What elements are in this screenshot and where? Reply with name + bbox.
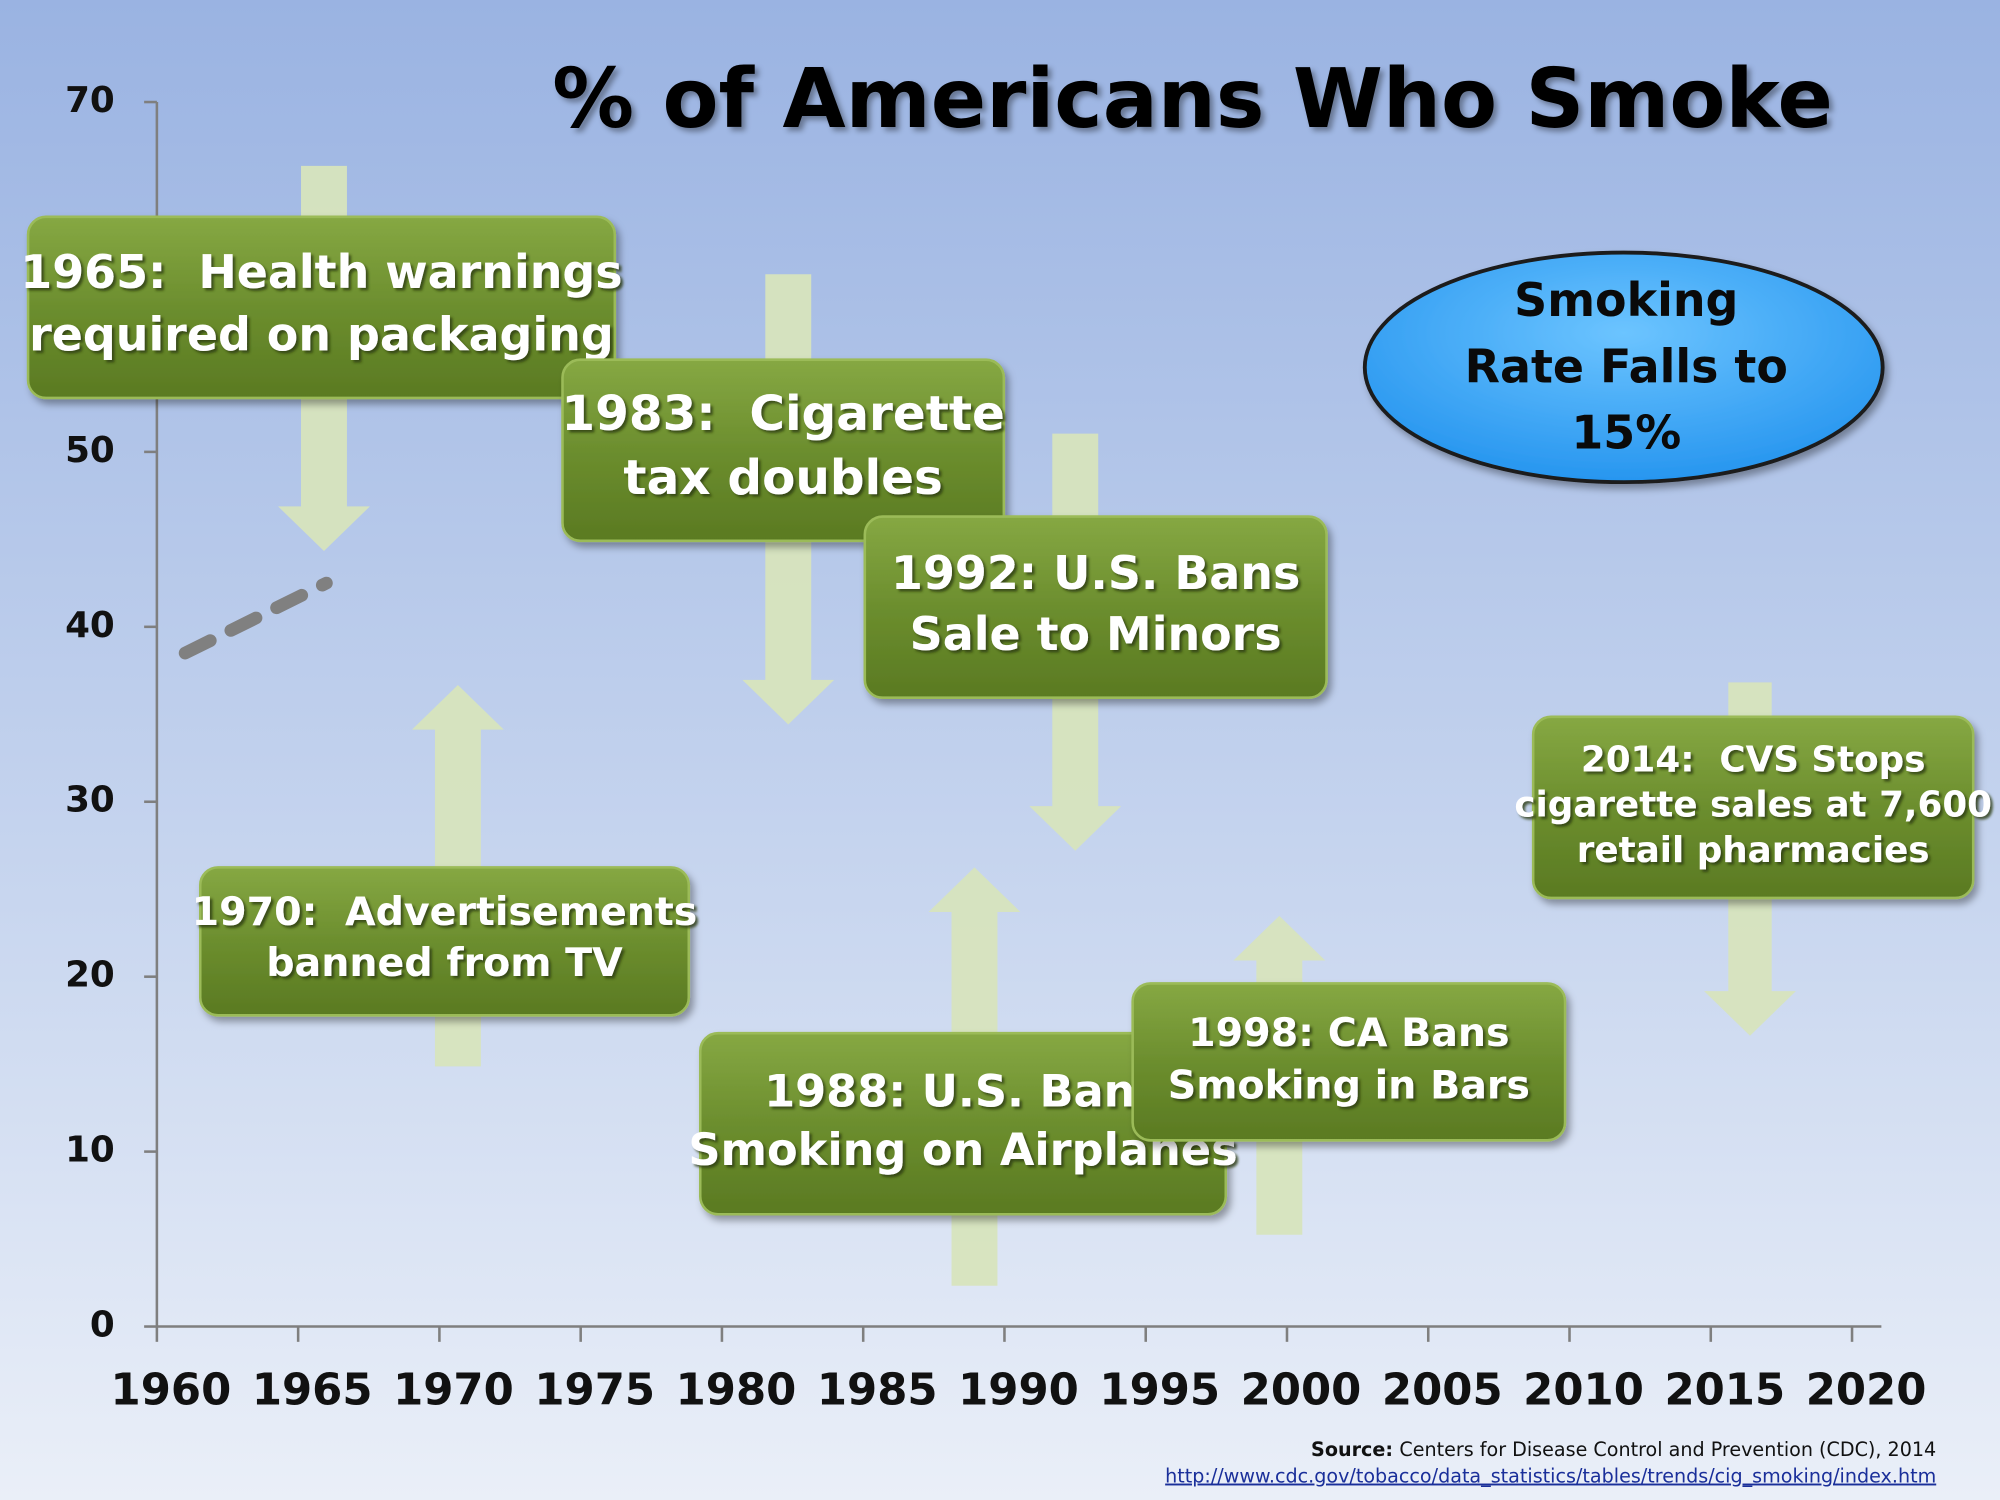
x-tick-label: 2015 — [1664, 1365, 1785, 1415]
source-url[interactable]: http://www.cdc.gov/tobacco/data_statisti… — [1165, 1465, 1936, 1488]
callout-ellipse — [1362, 250, 1885, 485]
annotation-text: 1998: CA Bans — [1188, 1010, 1509, 1056]
x-tick-label: 2020 — [1806, 1365, 1927, 1415]
annotation: 2014: CVS Stops cigarette sales at 7,600r… — [1514, 715, 1992, 900]
x-tick-label: 1985 — [817, 1365, 938, 1415]
annotation-text: Smoking in Bars — [1168, 1063, 1530, 1109]
callout-text: Rate Falls to — [1465, 339, 1788, 393]
annotation-box — [26, 215, 617, 400]
annotation-box — [198, 866, 691, 1017]
y-tick-label: 20 — [65, 955, 115, 996]
callout-text: 15% — [1571, 406, 1681, 460]
plot: 0 10 20 30 40 50 70 1960 1965 1970 1975 1980 1985 199… — [20, 80, 1992, 1415]
annotation-box — [863, 515, 1328, 699]
annotation-text: 1970: Advertisements — [192, 889, 698, 935]
x-tick-label: 1990 — [958, 1365, 1079, 1415]
y-tick-label: 30 — [65, 780, 115, 821]
y-tick-label: 10 — [65, 1130, 115, 1171]
y-tick-label: 70 — [65, 80, 115, 121]
x-tick-label: 1995 — [1099, 1365, 1220, 1415]
annotation-text: tax doubles — [623, 450, 942, 506]
x-tick-label: 1970 — [393, 1365, 514, 1415]
y-tick-label: 40 — [65, 605, 115, 646]
annotation-text: required on packaging — [29, 308, 614, 362]
callout: Smoking Rate Falls to 15% — [1362, 250, 1885, 485]
annotation: 1983: Cigarette tax doubles — [561, 358, 1006, 543]
annotation-text: 1988: U.S. Bans — [764, 1065, 1162, 1117]
x-tick-label: 1980 — [676, 1365, 797, 1415]
source: Source: Centers for Disease Control and P… — [1311, 1438, 1936, 1461]
y-tick-label: 0 — [90, 1305, 115, 1346]
x-tick-label: 2005 — [1382, 1365, 1503, 1415]
annotation-text: 1983: Cigarette — [561, 386, 1004, 442]
annotation: 1965: Health warnings required on packagi… — [20, 215, 623, 400]
annotation: 1970: Advertisements banned from TV — [192, 866, 698, 1017]
x-tick-label: 1965 — [252, 1365, 373, 1415]
annotation-text: 2014: CVS Stops — [1581, 739, 1926, 780]
callout-text: Smoking — [1514, 273, 1738, 327]
annotation-text: retail pharmacies — [1577, 830, 1930, 871]
x-tick-label: 2000 — [1241, 1365, 1362, 1415]
y-tick-label: 50 — [65, 430, 115, 471]
x-tick-label: 1975 — [534, 1365, 655, 1415]
annotation-text: 1965: Health warnings — [20, 245, 622, 299]
annotation-box — [561, 358, 1006, 543]
annotation-box — [1131, 982, 1567, 1142]
annotation: 1998: CA Bans Smoking in Bars — [1131, 982, 1567, 1142]
data-line — [178, 576, 333, 660]
chart-title: % of Americans Who Smoke — [552, 52, 1833, 147]
annotation-text: 1992: U.S. Bans — [891, 546, 1300, 600]
source-text: Centers for Disease Control and Preventi… — [1399, 1438, 1936, 1461]
annotation: 1992: U.S. Bans Sale to Minors — [863, 515, 1328, 699]
annotation-text: cigarette sales at 7,600 — [1514, 785, 1992, 826]
source-label: Source: — [1311, 1438, 1393, 1461]
annotation-text: Sale to Minors — [910, 607, 1282, 661]
annotation-text: banned from TV — [266, 940, 623, 986]
x-tick-label: 2010 — [1523, 1365, 1644, 1415]
x-tick-label: 1960 — [111, 1365, 232, 1415]
annotation-box — [1531, 715, 1975, 900]
